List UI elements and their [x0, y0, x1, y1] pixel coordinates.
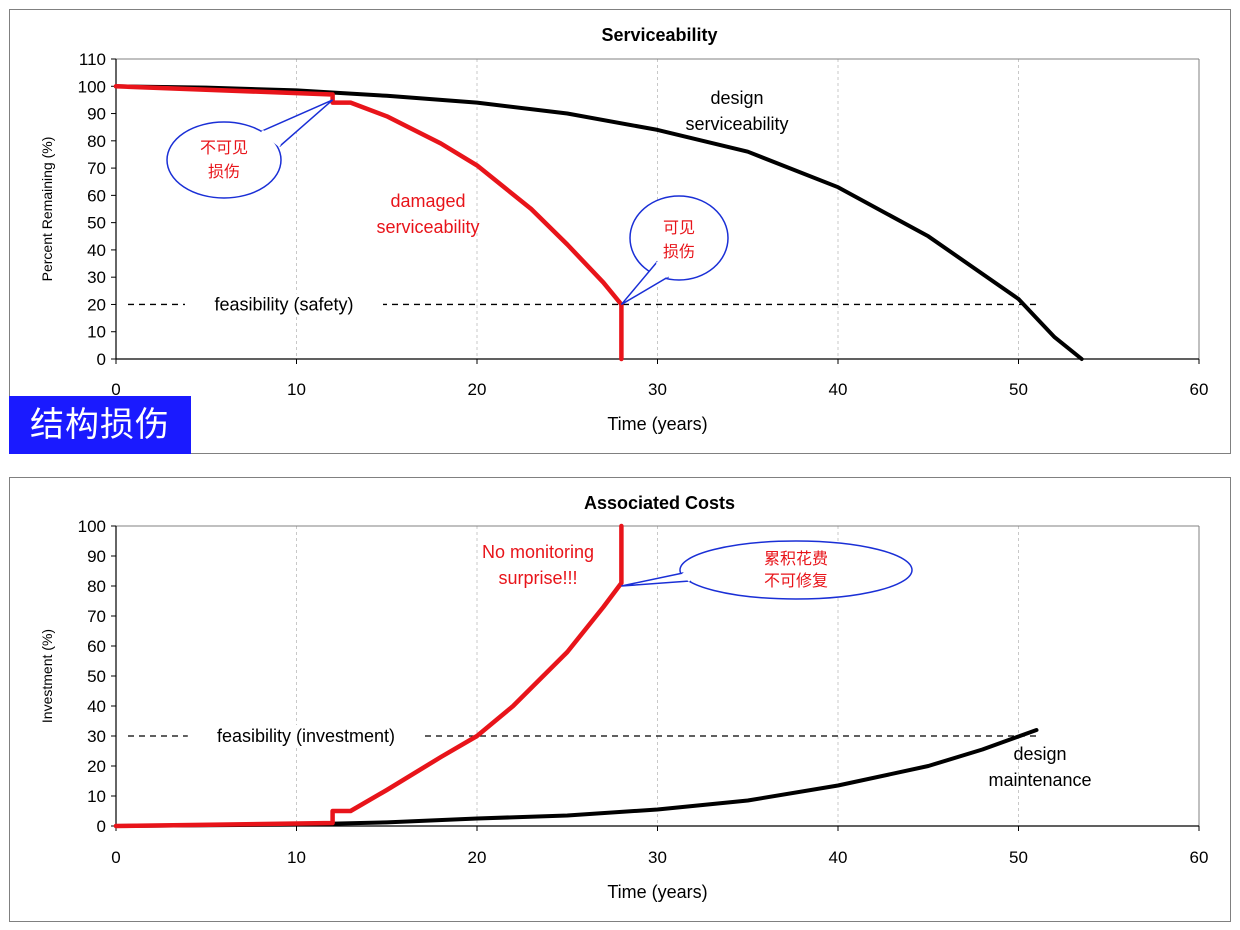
x-tick-label: 50	[1009, 848, 1028, 867]
x-tick-label: 0	[111, 848, 120, 867]
y-axis-label: Percent Remaining (%)	[39, 137, 55, 282]
y-tick-label: 100	[78, 517, 106, 536]
annotation-text: 累积花费	[764, 550, 828, 568]
y-tick-label: 40	[87, 697, 106, 716]
y-tick-label: 10	[87, 787, 106, 806]
series-line-damaged	[113, 523, 624, 829]
y-tick-label: 110	[79, 50, 106, 69]
x-tick-label: 60	[1190, 848, 1209, 867]
x-tick-label: 40	[829, 380, 848, 399]
y-tick-label: 90	[87, 547, 106, 566]
annotation-text: 不可见	[200, 140, 248, 157]
y-tick-label: 40	[87, 241, 106, 260]
annotation-text: design	[710, 88, 763, 108]
x-tick-label: 10	[287, 848, 306, 867]
y-tick-label: 50	[87, 667, 106, 686]
x-axis-label: Time (years)	[607, 882, 707, 902]
callout-seam	[655, 261, 670, 278]
y-tick-label: 0	[97, 350, 106, 369]
x-tick-label: 40	[829, 848, 848, 867]
x-tick-label: 10	[287, 380, 306, 399]
series-line-design-serviceability	[114, 84, 1084, 361]
annotation-text-line2: serviceability	[376, 217, 479, 237]
y-tick-label: 80	[87, 577, 106, 596]
series-line-damaged-serviceability	[113, 84, 624, 362]
overlay-badge: 结构损伤	[9, 396, 191, 454]
x-tick-label: 30	[648, 380, 667, 399]
annotation-text: No monitoring	[482, 542, 594, 562]
callout-seam	[681, 572, 692, 582]
callout-bubble	[679, 540, 913, 600]
callout-bubble	[629, 195, 729, 281]
x-axis-label: Time (years)	[607, 414, 707, 434]
chart-title: Serviceability	[601, 25, 717, 45]
annotation-text-line2: maintenance	[988, 770, 1091, 790]
reference-label-bg	[187, 725, 425, 747]
x-tick-label: 50	[1009, 380, 1028, 399]
y-tick-label: 20	[87, 295, 106, 314]
annotation-text: 可见	[663, 220, 695, 237]
y-tick-label: 90	[87, 105, 106, 124]
y-tick-label: 30	[87, 268, 106, 287]
y-tick-label: 60	[87, 637, 106, 656]
y-axis-label: Investment (%)	[39, 629, 55, 723]
annotation-text-line2: serviceability	[685, 114, 788, 134]
x-tick-label: 0	[111, 380, 120, 399]
x-tick-label: 20	[468, 848, 487, 867]
y-tick-label: 60	[87, 186, 106, 205]
annotation-text: damaged	[390, 191, 465, 211]
annotation-text: design	[1013, 744, 1066, 764]
chart-serviceability: 0 10 20 30 40 50 60 70 80 90 100 110 0 10 20 30 40 50 60 Se…	[39, 25, 1208, 434]
callout-bubble	[166, 121, 282, 199]
reference-label-bg	[185, 293, 383, 316]
x-tick-label: 60	[1190, 380, 1209, 399]
y-tick-label: 70	[87, 607, 106, 626]
x-tick-label: 20	[468, 380, 487, 399]
chart-title: Associated Costs	[584, 493, 735, 513]
y-tick-label: 100	[78, 77, 106, 96]
y-tick-label: 80	[87, 132, 106, 151]
y-tick-label: 10	[87, 323, 106, 342]
x-tick-label: 30	[648, 848, 667, 867]
reference-line-label: feasibility (investment)	[217, 726, 395, 746]
y-tick-label: 50	[87, 214, 106, 233]
y-tick-label: 30	[87, 727, 106, 746]
y-tick-label: 70	[87, 159, 106, 178]
annotation-text-line2: 损伤	[208, 163, 240, 181]
annotation-text-line2: surprise!!!	[498, 568, 577, 588]
series-line-design-maintenance	[114, 728, 1039, 828]
annotation-text-line2: 损伤	[663, 243, 695, 261]
y-tick-label: 0	[97, 817, 106, 836]
reference-line-label: feasibility (safety)	[214, 294, 353, 314]
annotation-text-line2: 不可修复	[764, 572, 828, 590]
callout-seam	[261, 129, 281, 148]
y-tick-label: 20	[87, 757, 106, 776]
chart-frame-serviceability	[9, 9, 1231, 454]
chart-associated-costs: 0 10 20 30 40 50 60 70 80 90 100 0 10 20 30 40 50 60 Assoc…	[39, 493, 1208, 902]
